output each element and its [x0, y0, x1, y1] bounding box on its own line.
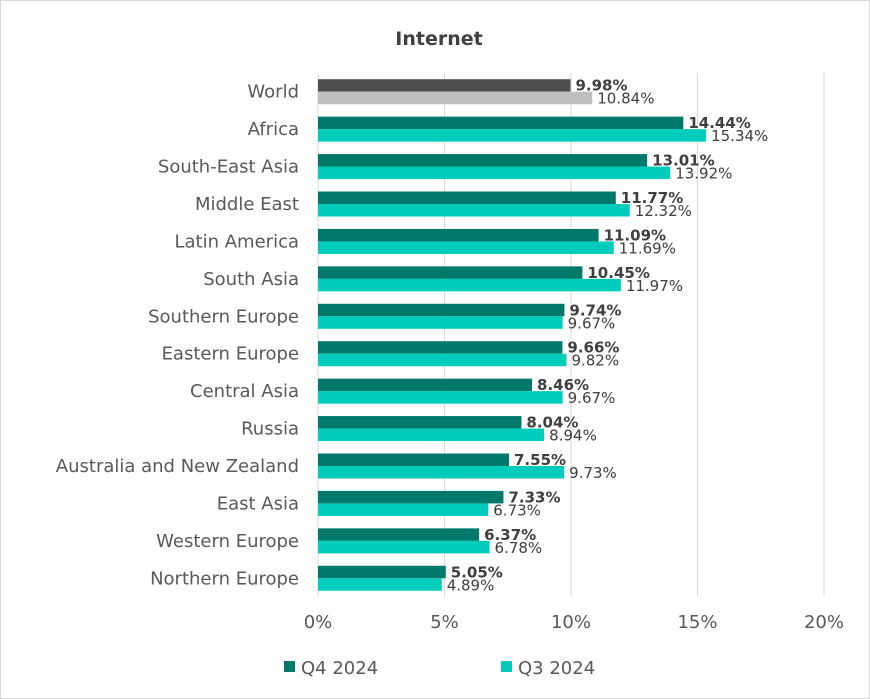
value-label-q3-2024-australia-and-new-zealand: 9.73% [569, 464, 617, 482]
value-label-q4-2024-central-asia: 8.46% [537, 376, 589, 394]
value-label-q3-2024-south-east-asia: 13.92% [675, 165, 732, 183]
category-label-central-asia: Central Asia [190, 381, 299, 402]
value-label-q4-2024-east-asia: 7.33% [508, 488, 560, 506]
category-label-northern-europe: Northern Europe [150, 568, 299, 589]
bar-q3-2024-middle-east [318, 204, 630, 217]
value-label-q4-2024-australia-and-new-zealand: 7.55% [514, 451, 566, 469]
bar-q3-2024-russia [318, 428, 545, 442]
bar-q3-2024-south-asia [318, 278, 621, 292]
bar-q4-2024-latin-america [318, 228, 599, 242]
category-label-south-asia: South Asia [203, 269, 299, 290]
value-label-q3-2024-middle-east: 12.32% [635, 202, 692, 220]
legend-label-q4-2024: Q4 2024 [301, 658, 378, 679]
value-label-q3-2024-russia: 8.94% [549, 427, 597, 445]
category-labels: World Africa South-East Asia Middle East Lat… [56, 82, 299, 590]
value-label-q3-2024-latin-america: 11.69% [619, 239, 676, 257]
category-label-australia-and-new-zealand: Australia and New Zealand [56, 456, 299, 477]
bar-q3-2024-central-asia [318, 391, 563, 404]
category-label-world: World [247, 82, 299, 103]
x-tick-labels: 0% 5% 10% 15% 20% [304, 612, 844, 633]
value-label-q4-2024-western-europe: 6.37% [484, 526, 536, 544]
bar-q3-2024-east-asia [318, 503, 489, 516]
legend-swatch-q3-2024 [501, 661, 512, 672]
value-label-q4-2024-world: 9.98% [575, 77, 627, 95]
chart-title: Internet [395, 28, 482, 50]
value-label-q3-2024-western-europe: 6.78% [495, 539, 543, 557]
bar-q3-2024-africa [318, 129, 707, 142]
bar-q4-2024-central-asia [318, 378, 533, 392]
bar-q4-2024-western-europe [318, 528, 480, 541]
value-label-q3-2024-eastern-europe: 9.82% [571, 352, 619, 370]
x-tick-label-0: 0% [304, 612, 333, 633]
value-label-q4-2024-middle-east: 11.77% [621, 189, 683, 207]
x-tick-label-15: 15% [677, 612, 717, 633]
bar-q4-2024-world [318, 79, 571, 92]
value-label-q3-2024-northern-europe: 4.89% [447, 576, 495, 594]
bar-q4-2024-east-asia [318, 490, 504, 504]
value-label-q4-2024-latin-america: 11.09% [604, 226, 666, 244]
bar-q4-2024-russia [318, 416, 522, 429]
bar-q3-2024-northern-europe [318, 578, 442, 591]
value-label-q3-2024-east-asia: 6.73% [493, 501, 541, 519]
category-label-middle-east: Middle East [195, 194, 299, 215]
bar-q4-2024-africa [318, 116, 684, 130]
gridlines [317, 73, 825, 597]
bar-q4-2024-northern-europe [318, 565, 446, 579]
category-label-western-europe: Western Europe [156, 531, 299, 552]
legend-label-q3-2024: Q3 2024 [518, 658, 595, 679]
bar-q4-2024-eastern-europe [318, 341, 563, 354]
category-label-africa: Africa [248, 119, 299, 140]
bar-q3-2024-eastern-europe [318, 353, 567, 367]
bar-q3-2024-latin-america [318, 241, 614, 254]
bar-q3-2024-southern-europe [318, 316, 563, 329]
legend-swatch-q4-2024 [284, 661, 295, 672]
bar-q3-2024-australia-and-new-zealand [318, 466, 565, 479]
bar-q3-2024-world [318, 91, 593, 105]
value-label-q4-2024-russia: 8.04% [526, 414, 578, 432]
value-labels: 9.98%10.84% 14.44%15.34% 13.01%13.92% 11.77… [447, 77, 769, 595]
value-label-q3-2024-africa: 15.34% [711, 127, 768, 145]
value-label-q4-2024-south-asia: 10.45% [587, 264, 649, 282]
legend: Q4 2024 Q3 2024 [284, 658, 595, 679]
category-label-south-east-asia: South-East Asia [158, 157, 299, 178]
category-label-southern-europe: Southern Europe [148, 306, 299, 327]
value-label-q3-2024-southern-europe: 9.67% [568, 314, 616, 332]
category-label-latin-america: Latin America [175, 231, 300, 252]
category-label-east-asia: East Asia [217, 493, 299, 514]
bar-q3-2024-south-east-asia [318, 166, 671, 180]
bar-q4-2024-south-east-asia [318, 154, 648, 167]
bars [318, 79, 707, 591]
x-tick-label-10: 10% [551, 612, 591, 633]
bar-q4-2024-australia-and-new-zealand [318, 453, 510, 466]
value-label-q3-2024-central-asia: 9.67% [568, 389, 616, 407]
bar-q4-2024-southern-europe [318, 303, 565, 317]
bar-q3-2024-western-europe [318, 540, 490, 554]
value-label-q4-2024-africa: 14.44% [688, 114, 750, 132]
x-tick-label-5: 5% [430, 612, 459, 633]
x-tick-label-20: 20% [804, 612, 844, 633]
value-label-q4-2024-southern-europe: 9.74% [569, 301, 621, 319]
value-label-q3-2024-world: 10.84% [597, 90, 654, 108]
value-label-q4-2024-south-east-asia: 13.01% [652, 152, 714, 170]
value-label-q4-2024-eastern-europe: 9.66% [567, 339, 619, 357]
category-label-russia: Russia [241, 419, 299, 440]
value-label-q3-2024-south-asia: 11.97% [626, 277, 683, 295]
category-label-eastern-europe: Eastern Europe [162, 344, 299, 365]
value-label-q4-2024-northern-europe: 5.05% [451, 563, 503, 581]
bar-q4-2024-middle-east [318, 191, 616, 204]
bar-q4-2024-south-asia [318, 266, 583, 279]
